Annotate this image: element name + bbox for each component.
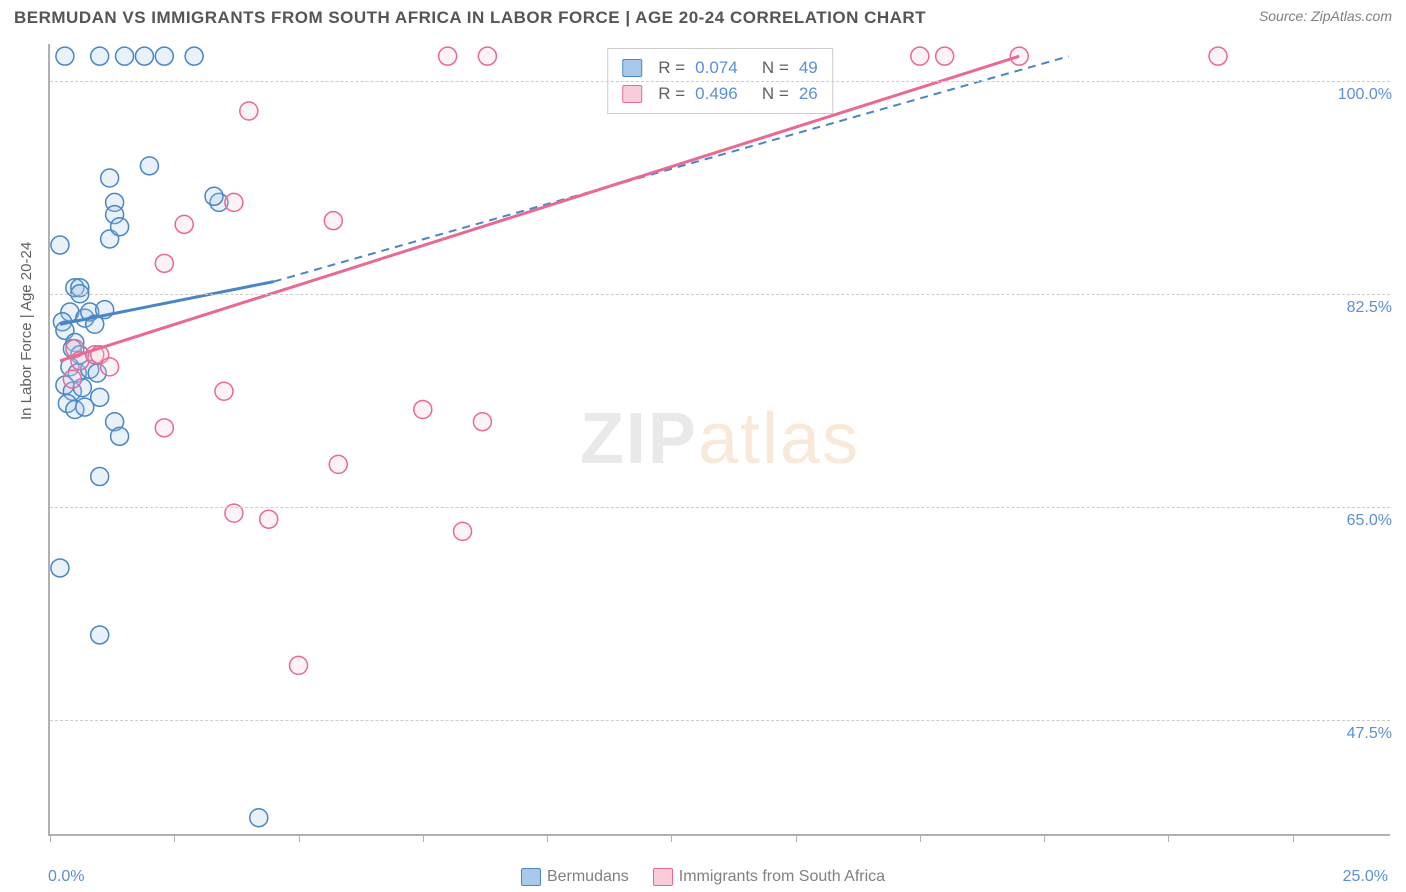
- legend-row: R = 0.496 N = 26: [622, 81, 818, 107]
- gridline-h: [50, 507, 1390, 508]
- data-point: [51, 236, 69, 254]
- data-point: [116, 47, 134, 65]
- data-point: [1209, 47, 1227, 65]
- plot-svg: [50, 44, 1390, 834]
- data-point: [324, 212, 342, 230]
- series-legend: Bermudans Immigrants from South Africa: [521, 868, 885, 886]
- gridline-h: [50, 720, 1390, 721]
- data-point: [91, 626, 109, 644]
- legend-label: Bermudans: [547, 868, 629, 885]
- legend-swatch: [653, 868, 673, 886]
- x-tick-mark: [174, 834, 175, 842]
- data-point: [140, 157, 158, 175]
- data-point: [473, 413, 491, 431]
- r-value: 0.496: [695, 81, 738, 107]
- data-point: [205, 187, 223, 205]
- data-point: [63, 370, 81, 388]
- x-axis-row: 0.0% Bermudans Immigrants from South Afri…: [0, 868, 1406, 886]
- legend-swatch: [622, 85, 642, 103]
- x-tick-mark: [1293, 834, 1294, 842]
- x-tick-mark: [423, 834, 424, 842]
- legend-item: Bermudans: [521, 868, 629, 886]
- n-label: N =: [748, 81, 789, 107]
- regression-line: [60, 56, 1019, 361]
- source-label: Source: ZipAtlas.com: [1259, 8, 1392, 24]
- data-point: [91, 468, 109, 486]
- x-tick-mark: [1044, 834, 1045, 842]
- data-point: [101, 169, 119, 187]
- data-point: [91, 388, 109, 406]
- data-point: [215, 382, 233, 400]
- chart-plot-area: ZIPatlas R = 0.074 N = 49R = 0.496 N = 2…: [48, 44, 1390, 836]
- data-point: [260, 510, 278, 528]
- data-point: [329, 455, 347, 473]
- x-tick-mark: [1168, 834, 1169, 842]
- y-tick-label: 65.0%: [1341, 512, 1392, 530]
- data-point: [101, 358, 119, 376]
- data-point: [290, 656, 308, 674]
- data-point: [155, 419, 173, 437]
- data-point: [225, 193, 243, 211]
- r-label: R =: [658, 81, 685, 107]
- legend-row: R = 0.074 N = 49: [622, 55, 818, 81]
- x-tick-mark: [796, 834, 797, 842]
- data-point: [111, 427, 129, 445]
- data-point: [250, 809, 268, 827]
- data-point: [185, 47, 203, 65]
- data-point: [111, 218, 129, 236]
- data-point: [240, 102, 258, 120]
- r-label: R =: [658, 55, 685, 81]
- r-value: 0.074: [695, 55, 738, 81]
- legend-swatch: [622, 59, 642, 77]
- x-tick-mark: [50, 834, 51, 842]
- data-point: [414, 401, 432, 419]
- y-tick-label: 47.5%: [1341, 725, 1392, 743]
- legend-swatch: [521, 868, 541, 886]
- gridline-h: [50, 81, 1390, 82]
- legend-item: Immigrants from South Africa: [653, 868, 885, 886]
- data-point: [911, 47, 929, 65]
- chart-title: BERMUDAN VS IMMIGRANTS FROM SOUTH AFRICA…: [14, 8, 926, 28]
- x-tick-mark: [920, 834, 921, 842]
- y-axis-label: In Labor Force | Age 20-24: [18, 242, 35, 420]
- data-point: [51, 559, 69, 577]
- n-label: N =: [748, 55, 789, 81]
- y-tick-label: 82.5%: [1341, 299, 1392, 317]
- data-point: [155, 254, 173, 272]
- data-point: [91, 47, 109, 65]
- n-value: 49: [799, 55, 818, 81]
- data-point: [135, 47, 153, 65]
- gridline-h: [50, 294, 1390, 295]
- legend-label: Immigrants from South Africa: [679, 868, 885, 885]
- x-axis-min-label: 0.0%: [48, 868, 84, 886]
- data-point: [439, 47, 457, 65]
- x-axis-max-label: 25.0%: [1343, 868, 1388, 886]
- x-tick-mark: [299, 834, 300, 842]
- x-tick-mark: [671, 834, 672, 842]
- data-point: [936, 47, 954, 65]
- n-value: 26: [799, 81, 818, 107]
- data-point: [155, 47, 173, 65]
- y-tick-label: 100.0%: [1332, 86, 1392, 104]
- x-tick-mark: [547, 834, 548, 842]
- data-point: [56, 47, 74, 65]
- data-point: [454, 522, 472, 540]
- data-point: [478, 47, 496, 65]
- data-point: [175, 215, 193, 233]
